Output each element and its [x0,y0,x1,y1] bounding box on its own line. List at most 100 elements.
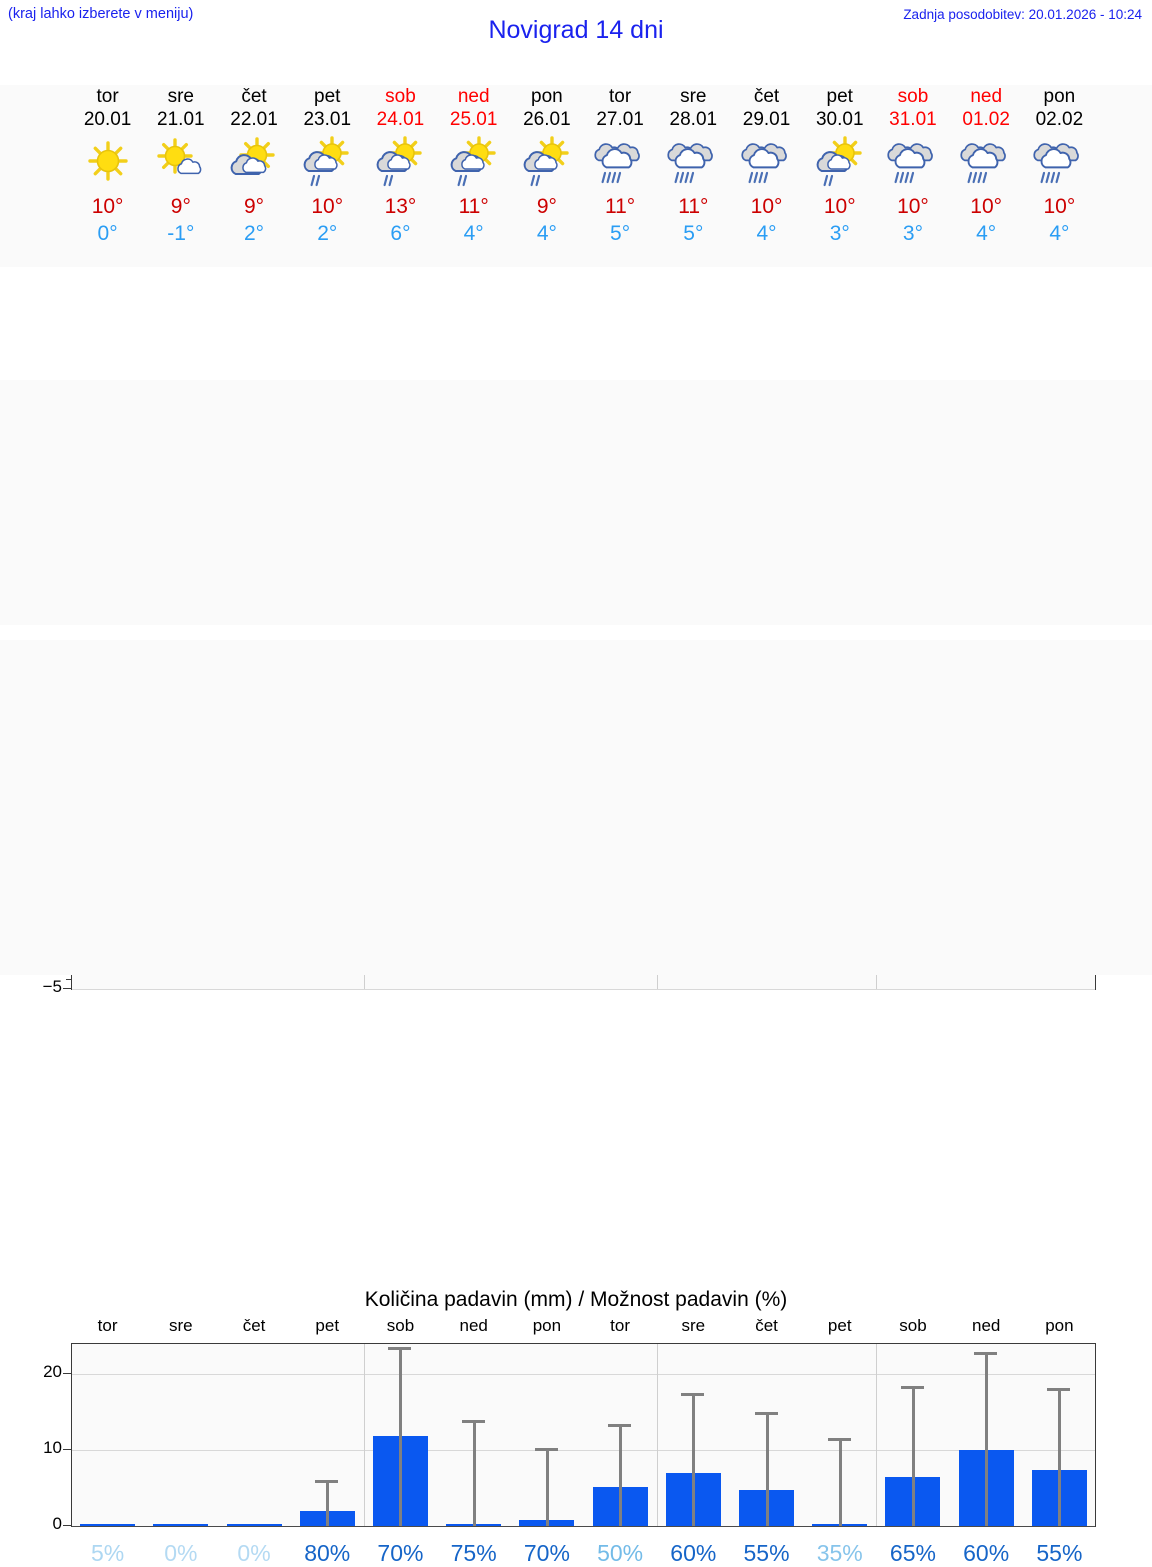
gridline [72,1526,1095,1527]
day-temp-max: 13° [384,195,417,218]
day-temp-max: 11° [678,195,709,218]
y-axis-tick-mark [63,1449,71,1451]
error-bar-line [911,1385,915,1526]
menu-hint-text: (kraj lahko izberete v meniju) [8,6,194,22]
day-column[interactable]: tor 27.01 11° 5° [581,85,659,247]
error-bar-cap [681,1392,705,1396]
sun-cloud-rain-icon [288,131,366,193]
day-column[interactable]: tor 20.01 10° 0° [69,85,147,247]
day-temp-min: 5° [610,222,631,245]
precipitation-day-label: čet [242,1316,266,1335]
error-bar-line [692,1392,696,1526]
precipitation-bar[interactable] [153,1523,209,1526]
day-column[interactable]: čet 29.01 10° 4° [728,85,806,247]
vertical-gridline [656,1344,658,1526]
day-date: 21.01 [157,109,205,130]
precipitation-day-label: ned [459,1316,488,1335]
day-column[interactable]: sob 31.01 10° 3° [874,85,952,247]
day-date: 23.01 [303,109,352,130]
day-temp-min: 0° [97,222,118,245]
day-column[interactable]: pet 30.01 10° 3° [801,85,879,247]
day-date: 29.01 [742,109,791,130]
day-temp-min: 4° [756,222,777,245]
day-date: 31.01 [889,109,937,130]
error-bar-line [765,1412,769,1526]
day-name: ned [970,86,1003,107]
page-title: Novigrad 14 dni [488,16,664,44]
rain-icon [581,131,659,193]
error-bar-line [326,1479,330,1526]
error-bar-cap [315,1479,339,1483]
precipitation-day-label: tor [97,1316,118,1335]
gridline [72,1374,1095,1376]
error-bar-cap [754,1412,778,1416]
day-column[interactable]: ned 25.01 11° 4° [435,85,513,247]
precipitation-probability-label: 50% [597,1540,644,1566]
precipitation-bar[interactable] [80,1523,136,1526]
error-bar-cap [1047,1387,1071,1391]
last-updated-text: Zadnja posodobitev: 20.01.2026 - 10:24 [903,7,1142,22]
day-temp-max: 10° [823,195,856,218]
day-column[interactable]: pon 26.01 9° 4° [508,85,586,247]
precipitation-probability-label: 35% [816,1540,863,1566]
precipitation-probability-label: 55% [743,1540,790,1566]
day-column[interactable]: sob 24.01 13° 6° [361,85,439,247]
precipitation-probability-label: 65% [889,1540,936,1566]
precipitation-chart-title: Količina padavin (mm) / Možnost padavin … [364,1288,788,1311]
day-column[interactable]: sre 21.01 9° -1° [142,85,220,247]
precipitation-probability-label: 60% [670,1540,717,1566]
precipitation-chart-section: Količina padavin (mm) / Možnost padavin … [0,640,1152,1566]
sun-cloud-rain-icon [435,131,513,193]
sun-cloud-icon [215,131,293,193]
precipitation-day-label: sob [899,1316,927,1335]
precipitation-day-label: ned [971,1316,1001,1335]
precipitation-bar[interactable] [226,1523,282,1526]
y-axis-tick-label: −5 [42,977,62,996]
temperature-chart-section: Temperatura (°C) © vreme.us & vreme.pro … [0,380,1152,996]
day-name: pet [826,86,853,107]
error-bar-line [545,1447,549,1526]
day-name: sre [167,86,195,107]
sun-icon [69,131,147,193]
day-column[interactable]: pon 02.02 10° 4° [1020,85,1098,247]
sun-small-cloud-icon [142,131,220,193]
precipitation-day-label: pet [827,1316,852,1335]
day-temp-min: 4° [976,222,997,245]
precipitation-probability-label: 60% [963,1540,1010,1566]
precipitation-probability-label: 70% [523,1540,570,1566]
day-temp-min: 5° [683,222,704,245]
day-date: 20.01 [83,109,132,130]
y-axis-tick-mark [63,1525,71,1526]
sun-cloud-rain-icon [801,131,879,193]
precipitation-day-label: sre [681,1316,706,1335]
day-date: 28.01 [669,109,718,130]
error-bar-cap [534,1447,558,1451]
y-axis-tick-label: 0 [52,1514,62,1533]
precipitation-probability-label: 5% [90,1540,125,1566]
day-temp-max: 9° [243,195,265,218]
precipitation-day-label: pon [1045,1316,1074,1335]
day-name: pet [314,86,341,107]
day-column[interactable]: čet 22.01 9° 2° [215,85,293,247]
error-bar-line [399,1347,403,1526]
y-axis-tick-mark [63,988,71,989]
rain-icon [728,131,806,193]
day-name: sre [680,86,707,107]
day-temp-min: 2° [243,222,265,245]
day-date: 01.02 [962,109,1010,130]
day-column[interactable]: ned 01.02 10° 4° [947,85,1025,247]
page-header: (kraj lahko izberete v meniju) Novigrad … [0,0,1152,74]
day-date: 27.01 [596,109,644,130]
vertical-gridline [363,1344,365,1526]
error-bar-cap [608,1423,632,1427]
day-name: ned [457,86,490,107]
y-axis-tick-label: 10 [43,1438,62,1458]
day-temp-max: 10° [750,195,783,218]
precipitation-day-label: pon [532,1316,562,1335]
day-temp-max: 10° [970,195,1003,218]
day-date: 24.01 [376,109,425,130]
precipitation-probability-label: 75% [450,1540,497,1566]
day-column[interactable]: sre 28.01 11° 5° [654,85,732,247]
day-temp-max: 11° [458,195,489,218]
day-column[interactable]: pet 23.01 10° 2° [288,85,366,247]
